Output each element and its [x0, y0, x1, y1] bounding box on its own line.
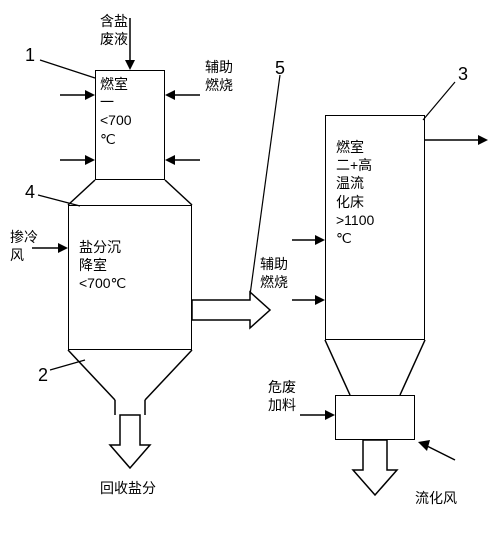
label-cold-air: 掺冷 风	[10, 228, 38, 264]
callout-1: 1	[25, 45, 35, 66]
label-recover-salt: 回收盐分	[100, 478, 156, 498]
callout-3: 3	[458, 64, 468, 85]
arrow-fluid-air	[0, 0, 501, 544]
callout-5: 5	[275, 58, 285, 79]
label-aux-burn-mid: 辅助 燃烧	[260, 255, 288, 291]
label-haz-feed: 危废 加料	[268, 378, 296, 414]
callout-4: 4	[25, 182, 35, 203]
callout-2: 2	[38, 365, 48, 386]
label-fluid-air: 流化风	[415, 488, 457, 508]
label-feed-top: 含盐 废液	[100, 12, 128, 48]
label-aux-burn-top: 辅助 燃烧	[205, 58, 233, 94]
